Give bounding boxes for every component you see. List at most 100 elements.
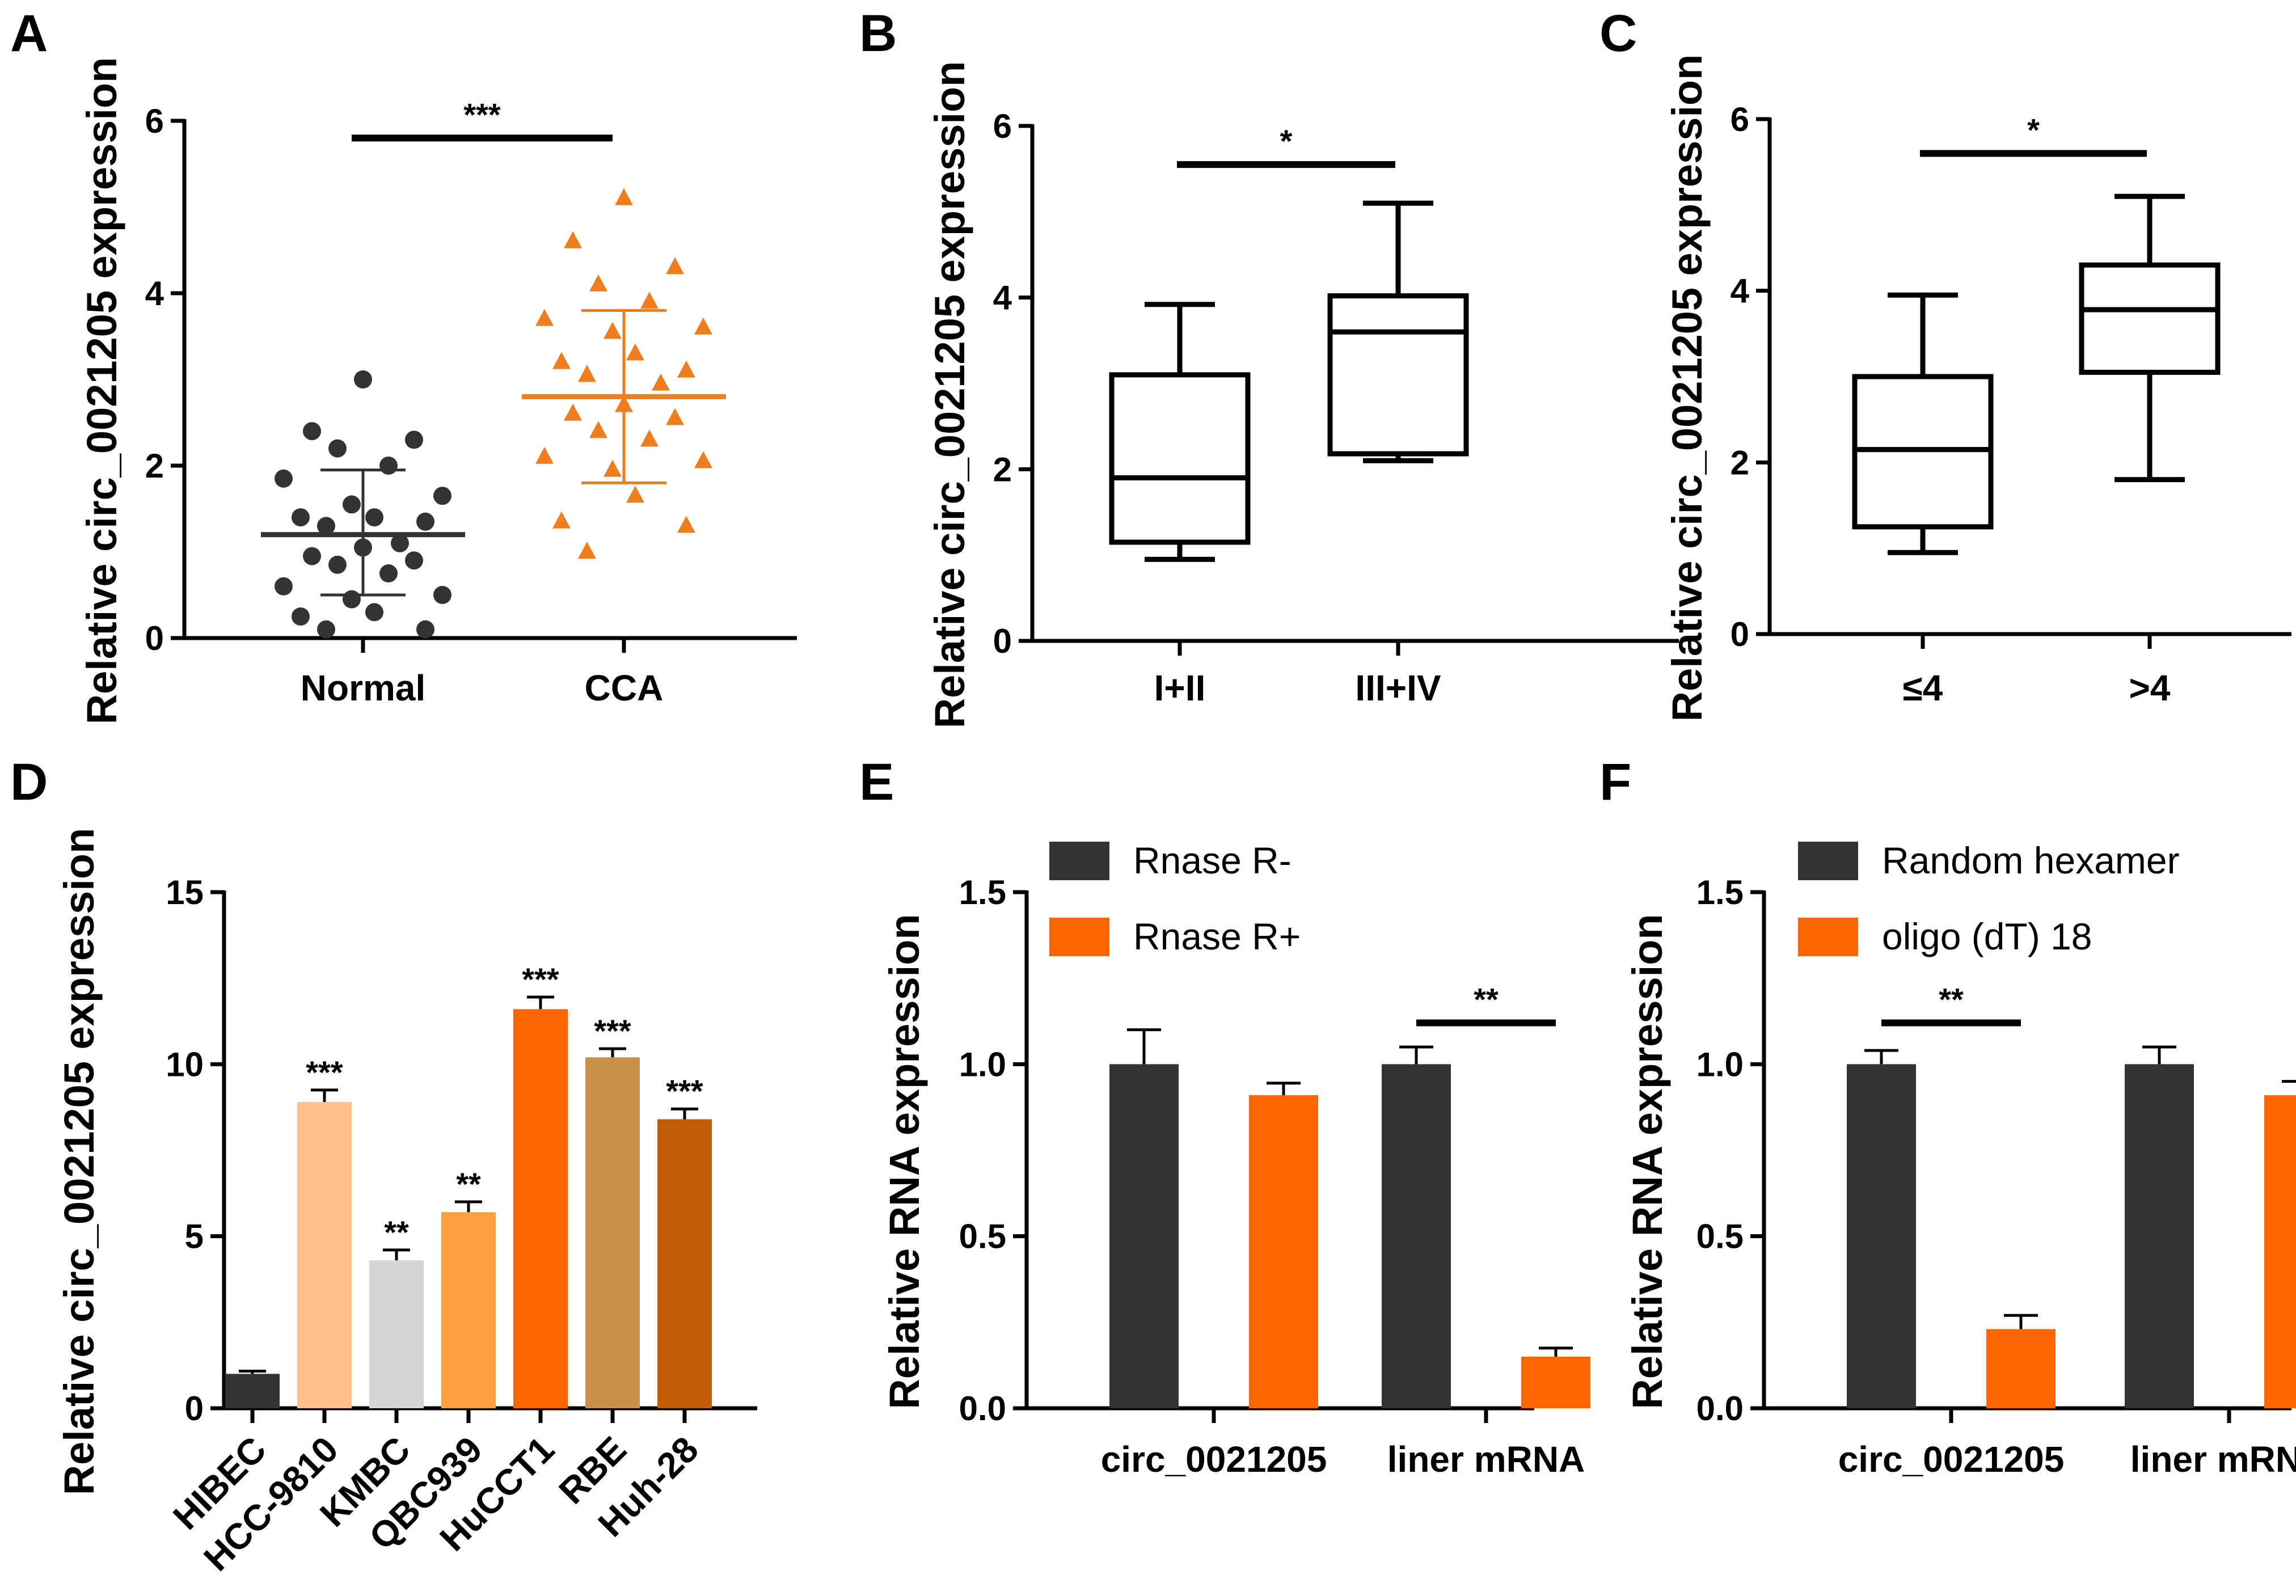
bar (1249, 1095, 1318, 1408)
y-tick-label: 6 (993, 107, 1012, 145)
box-plot (2079, 193, 2221, 483)
bar (585, 1057, 640, 1408)
legend: Rnase R- Rnase R+ (1049, 839, 1301, 957)
box (1327, 293, 1469, 457)
panel-letter: A (10, 5, 48, 62)
bar (225, 1374, 280, 1408)
data-point (552, 352, 571, 369)
y-axis-title: Relative RNA expression (881, 914, 928, 1409)
data-point (275, 469, 293, 488)
significance-bar-label: * (2027, 112, 2040, 148)
legend-swatch (1798, 918, 1858, 956)
bar (513, 1009, 568, 1408)
data-point (694, 451, 712, 468)
x-category-label: III+IV (1355, 668, 1441, 708)
data-point (552, 511, 571, 529)
data-point (303, 547, 321, 565)
data-point (365, 603, 383, 622)
data-point (694, 317, 712, 335)
data-point (677, 516, 695, 533)
y-tick-label: 0.0 (1696, 1390, 1744, 1428)
chart-panel-f: F 0.0 0.5 1.0 1.5 Relative RNA expression circ… (1599, 753, 2296, 1480)
bar (369, 1260, 424, 1408)
y-tick-label: 2 (145, 447, 164, 485)
y-tick-label: 0 (993, 622, 1012, 660)
bar (1521, 1357, 1590, 1408)
data-point (343, 495, 361, 514)
data-point (416, 620, 434, 639)
y-axis-title: Relative circ_0021205 expression (56, 828, 103, 1496)
legend-swatch (1798, 842, 1858, 880)
bar (1986, 1329, 2056, 1408)
legend-swatch (1049, 918, 1109, 956)
significance-bar-label: *** (463, 96, 501, 132)
chart-panel-c: C 0 2 4 6 Relative circ_0021205 expression ≤4 >… (1599, 5, 2291, 721)
significance-bar-label: ** (1939, 982, 1964, 1017)
y-tick-label: 0 (185, 1390, 204, 1428)
chart-panel-a: A 0 2 4 6 Relative circ_0021205 expression Nor… (10, 5, 797, 724)
panel-letter: E (859, 753, 894, 811)
bar (1847, 1064, 1916, 1408)
data-point (379, 564, 398, 582)
data-point (640, 429, 659, 447)
legend-swatch (1049, 842, 1109, 880)
x-category-label: >4 (2129, 668, 2171, 708)
data-point (603, 322, 622, 339)
data-point (365, 508, 383, 527)
y-tick-label: 1.0 (959, 1045, 1006, 1083)
bar (1382, 1064, 1451, 1408)
bar (2125, 1064, 2194, 1408)
y-tick-label: 4 (145, 275, 164, 313)
panel-letter: C (1599, 5, 1637, 62)
legend-label: oligo (dT) 18 (1882, 915, 2092, 957)
data-point (564, 403, 582, 421)
bar (2264, 1095, 2296, 1408)
data-point (328, 439, 347, 458)
data-point (640, 292, 659, 309)
panel-letter: F (1599, 753, 1631, 811)
y-tick-label: 6 (1731, 100, 1749, 138)
data-point (626, 343, 644, 361)
data-point (589, 421, 607, 438)
x-category-label: Normal (301, 668, 426, 708)
data-point (666, 257, 684, 275)
y-tick-label: 2 (993, 450, 1012, 488)
data-point (666, 408, 684, 425)
data-point (535, 446, 554, 464)
y-tick-label: 10 (166, 1045, 204, 1083)
legend-label: Random hexamer (1882, 839, 2180, 881)
data-point (292, 607, 310, 626)
y-tick-label: 0 (1731, 615, 1749, 653)
y-tick-label: 15 (166, 873, 204, 911)
y-tick-label: 0.5 (959, 1218, 1006, 1256)
y-axis-title: Relative circ_0021205 expression (1664, 54, 1711, 722)
data-point (379, 457, 398, 475)
box-plot (1852, 292, 1994, 555)
data-point (564, 231, 582, 248)
data-point (578, 365, 596, 382)
y-tick-label: 0.0 (959, 1390, 1006, 1428)
y-tick-label: 0.5 (1696, 1218, 1744, 1256)
y-tick-label: 0 (145, 619, 164, 657)
significance-label: ** (456, 1166, 481, 1202)
x-category-label: circ_0021205 (1101, 1439, 1327, 1480)
bar (1109, 1064, 1179, 1408)
data-point (275, 577, 293, 596)
legend-label: Rnase R- (1133, 839, 1291, 881)
y-tick-label: 4 (1731, 272, 1750, 310)
significance-label: *** (666, 1073, 703, 1109)
bar (441, 1212, 496, 1408)
x-category-label: liner mRNA (1387, 1439, 1585, 1480)
y-tick-label: 4 (993, 279, 1012, 317)
significance-label: *** (522, 961, 559, 997)
significance-bar-label: ** (1474, 982, 1499, 1017)
legend-label: Rnase R+ (1133, 915, 1301, 957)
box (1109, 372, 1251, 545)
bar (297, 1102, 352, 1408)
data-point (677, 360, 695, 378)
data-point (405, 551, 423, 570)
panel-letter: B (859, 5, 897, 62)
data-point (405, 430, 423, 449)
chart-panel-b: B 0 2 4 6 Relative circ_0021205 expression I+I… (859, 5, 1679, 728)
